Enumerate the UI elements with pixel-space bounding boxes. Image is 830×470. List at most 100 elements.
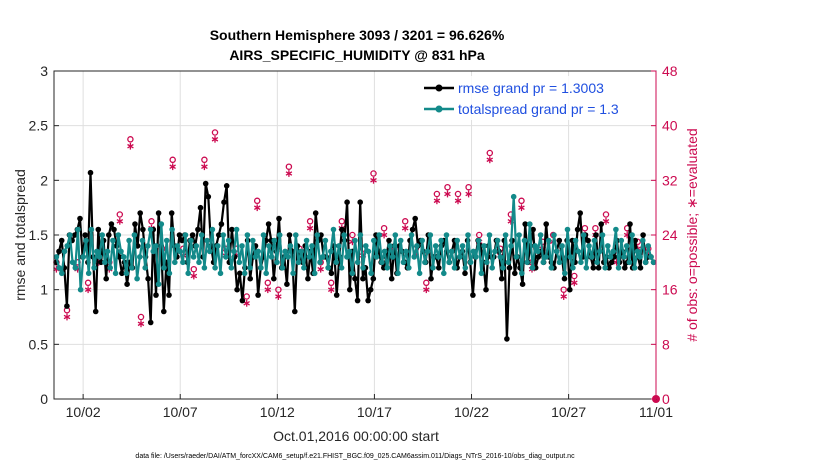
totalspread-point <box>521 237 528 244</box>
totalspread-point <box>290 270 296 277</box>
y-axis-label: rmse and totalspread <box>12 169 28 301</box>
totalspread-point <box>637 254 643 260</box>
rmse-point <box>637 265 644 271</box>
x-tick-label: 10/12 <box>260 404 295 420</box>
rmse-point <box>608 259 615 266</box>
totalspread-point <box>419 237 426 244</box>
totalspread-point <box>112 270 119 277</box>
x-axis-ticks: 10/02 10/07 10/12 10/17 10/22 10/27 11/01 <box>66 394 673 420</box>
totalspread-point <box>379 259 385 266</box>
totalspread-point <box>623 243 630 249</box>
totalspread-point <box>613 226 619 233</box>
x-tick-label: 10/07 <box>163 404 198 420</box>
rmse-point <box>312 210 319 216</box>
totalspread-point <box>559 243 565 249</box>
obs-possible-marker <box>454 190 462 198</box>
rmse-point <box>506 265 513 271</box>
rmse-point <box>87 169 94 176</box>
totalspread-point <box>626 259 633 266</box>
obs-evaluated-marker <box>169 163 176 171</box>
data-file-footnote: data file: /Users/raeder/DAI/ATM_forcXX/… <box>135 453 575 460</box>
obs-evaluated-marker <box>486 156 494 164</box>
rmse-point <box>574 226 581 233</box>
rmse-point <box>632 237 638 244</box>
rmse-point <box>234 286 240 293</box>
rmse-point <box>77 215 83 222</box>
totalspread-point <box>330 226 337 233</box>
totalspread-point <box>551 232 557 238</box>
obs-possible-marker <box>275 286 282 293</box>
y-tick-label: 2 <box>40 172 48 188</box>
obs-evaluated-marker <box>570 279 578 287</box>
totalspread-point <box>169 226 175 233</box>
totalspread-point <box>502 232 509 238</box>
rmse-point <box>347 286 353 293</box>
totalspread-point <box>411 254 418 260</box>
totalspread-point <box>615 265 622 271</box>
totalspread-point <box>597 248 603 255</box>
totalspread-point <box>126 237 132 244</box>
obs-evaluated-marker <box>433 197 441 205</box>
y-right-tick-label: 40 <box>662 118 678 134</box>
rmse-point <box>205 193 212 200</box>
totalspread-point <box>389 254 396 260</box>
totalspread-point <box>64 243 70 249</box>
rmse-point <box>124 281 130 288</box>
obs-possible-marker <box>211 129 219 136</box>
obs-possible-marker <box>433 190 441 198</box>
data-series <box>53 169 657 342</box>
obs-possible-marker <box>465 183 472 191</box>
rmse-point <box>357 199 364 205</box>
totalspread-point <box>94 248 100 255</box>
totalspread-point <box>392 232 399 238</box>
totalspread-point <box>395 270 401 277</box>
totalspread-point <box>373 254 380 260</box>
totalspread-point <box>527 221 533 227</box>
totalspread-point <box>532 243 538 249</box>
rmse-point <box>498 275 505 282</box>
totalspread-point <box>588 254 595 260</box>
totalspread-point <box>497 254 504 260</box>
totalspread-point <box>338 265 345 271</box>
rmse-point <box>119 270 125 277</box>
totalspread-point <box>260 232 267 238</box>
obs-possible-marker <box>444 183 451 191</box>
totalspread-point <box>303 237 310 244</box>
totalspread-point <box>465 232 471 238</box>
totalspread-point <box>161 265 167 271</box>
x-tick-label: 10/17 <box>357 404 392 420</box>
totalspread-point <box>145 243 151 249</box>
totalspread-point <box>535 248 541 255</box>
rmse-point <box>470 292 476 298</box>
y-right-tick-label: 0 <box>662 391 670 407</box>
totalspread-point <box>556 259 563 266</box>
rmse-point <box>567 286 573 293</box>
x-tick-label: 10/22 <box>454 404 489 420</box>
rmse-point <box>388 275 395 282</box>
obs-possible-marker <box>253 197 261 205</box>
totalspread-point <box>494 237 501 244</box>
totalspread-point <box>642 259 649 266</box>
totalspread-point <box>354 259 361 266</box>
totalspread-point <box>645 243 651 249</box>
totalspread-point <box>473 254 479 260</box>
totalspread-point <box>120 254 127 260</box>
rmse-point <box>247 275 253 282</box>
rmse-point <box>333 292 340 298</box>
totalspread-point <box>53 254 60 260</box>
totalspread-point <box>470 248 477 255</box>
totalspread-point <box>225 237 232 244</box>
rmse-point <box>276 215 282 222</box>
totalspread-point <box>96 254 103 260</box>
totalspread-point <box>583 265 590 271</box>
x-tick-label: 10/02 <box>66 404 101 420</box>
y-tick-label: 1.5 <box>29 227 49 243</box>
totalspread-point <box>346 248 353 255</box>
totalspread-point <box>212 265 218 271</box>
totalspread-point <box>153 243 159 249</box>
rmse-point <box>271 275 277 282</box>
totalspread-point <box>150 248 157 255</box>
totalspread-point <box>215 243 221 249</box>
legend: rmse grand pr = 1.3003 totalspread grand… <box>420 76 652 120</box>
rmse-point <box>147 319 154 326</box>
